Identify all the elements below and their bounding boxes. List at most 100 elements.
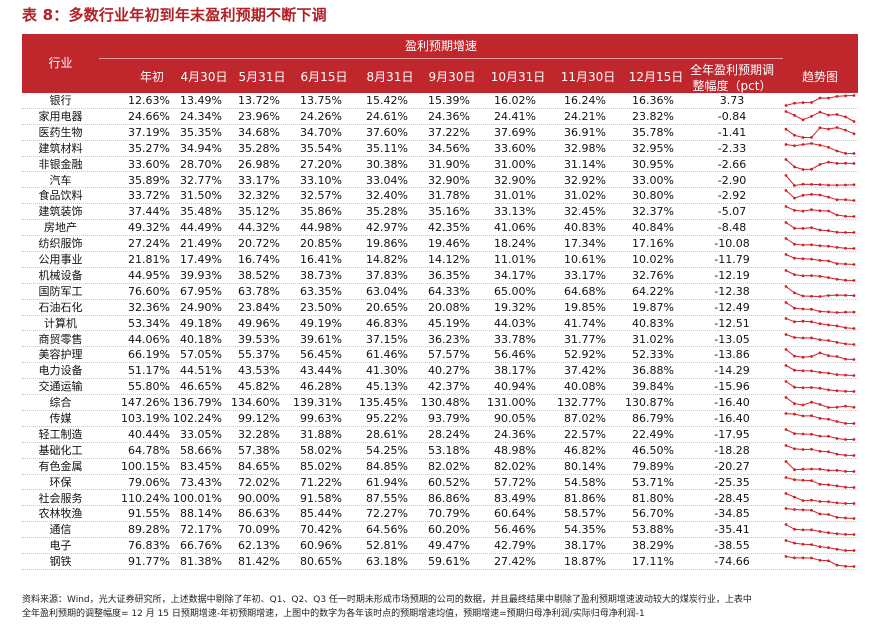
growth-value: 41.06%: [494, 221, 536, 235]
trend-point: [818, 259, 822, 262]
growth-value: 56.45%: [300, 348, 342, 362]
growth-value: 40.83%: [564, 221, 606, 235]
growth-value: 24.90%: [180, 300, 222, 314]
trend-point: [784, 523, 788, 527]
trend-point: [793, 183, 796, 187]
growth-value: 24.41%: [494, 109, 536, 123]
growth-value: 132.77%: [557, 396, 606, 410]
table-row: 基础化工 64.78% 58.66% 57.38% 58.02% 54.25% 53.18%…: [22, 443, 858, 459]
growth-value: 62.13%: [238, 539, 280, 553]
trend-point: [810, 307, 813, 311]
growth-value: 32.90%: [428, 173, 470, 187]
adjust-value: -74.66: [714, 555, 750, 569]
trend-point: [827, 145, 830, 149]
trend-point: [784, 555, 788, 558]
trend-point: [827, 406, 830, 409]
trend-point: [810, 114, 813, 118]
growth-value: 81.42%: [238, 555, 280, 569]
trend-point: [784, 396, 788, 399]
growth-value: 24.61%: [366, 109, 408, 123]
growth-value: 33.78%: [494, 332, 536, 346]
adjust-value: -1.41: [717, 125, 747, 139]
table-row: 家用电器 24.66% 24.34% 23.96% 24.26% 24.61% 24.36%…: [22, 109, 858, 125]
header-row-columns: [22, 59, 858, 93]
adjust-value: -12.49: [714, 300, 750, 314]
growth-value: 55.37%: [238, 348, 280, 362]
trend-point: [818, 386, 822, 390]
trend-sparkline: [784, 173, 856, 187]
growth-value: 46.82%: [564, 443, 606, 457]
industry-name: 医药生物: [38, 125, 83, 139]
growth-value: 64.56%: [366, 523, 408, 537]
trend-point: [827, 183, 830, 186]
trend-sparkline: [784, 221, 856, 235]
trend-point: [827, 323, 830, 326]
growth-value: 37.44%: [128, 205, 170, 219]
growth-value: 33.00%: [632, 173, 674, 187]
adjust-value: -2.66: [717, 157, 747, 171]
trend-sparkline: [784, 427, 856, 441]
trend-point: [801, 508, 805, 512]
trend-point: [852, 182, 856, 186]
growth-value: 20.85%: [300, 237, 342, 251]
industry-name: 计算机: [44, 316, 77, 330]
growth-value: 32.98%: [564, 141, 606, 155]
trend-sparkline: [784, 380, 856, 394]
table-row: 食品饮料 33.72% 31.50% 32.32% 32.57% 32.40% 31.78%…: [22, 188, 858, 205]
growth-value: 32.32%: [238, 189, 280, 203]
trend-point: [801, 243, 805, 247]
table-row: 商贸零售 44.06% 40.18% 39.53% 39.61% 37.15% 36.23%…: [22, 332, 858, 348]
trend-point: [844, 564, 847, 568]
growth-value: 65.00%: [494, 284, 536, 298]
trend-point: [801, 274, 805, 278]
trend-point: [793, 197, 796, 200]
source-note: 资料来源：Wind，光大证券研究所，上述数据中剔除了年初、Q1、Q2、Q3 任一…: [22, 593, 870, 621]
trend-point: [784, 443, 788, 447]
table-row: 建筑装饰 37.44% 35.48% 35.12% 35.86% 35.28% 35.16%…: [22, 204, 858, 221]
growth-value: 99.63%: [300, 412, 342, 425]
growth-value: 17.49%: [180, 253, 222, 266]
growth-value: 37.83%: [366, 268, 408, 282]
trend-point: [827, 531, 830, 535]
trend-point: [793, 447, 796, 450]
growth-value: 46.28%: [300, 380, 342, 394]
adjust-value: -13.05: [714, 332, 750, 346]
growth-value: 102.24%: [173, 412, 222, 425]
trend-sparkline: [784, 443, 856, 457]
growth-value: 147.26%: [121, 396, 170, 410]
growth-value: 59.61%: [428, 555, 470, 569]
growth-value: 44.51%: [180, 364, 222, 378]
trend-point: [852, 453, 856, 457]
trend-sparkline: [784, 253, 856, 266]
growth-value: 90.05%: [494, 412, 536, 425]
trend-point: [827, 338, 830, 342]
growth-value: 39.61%: [300, 332, 342, 346]
trend-point: [835, 149, 839, 153]
industry-name: 机械设备: [38, 268, 83, 282]
source-note-line-2: 全年盈利预期的调整幅度= 12 月 15 日预期增速-年初预期增速，上图中的数字…: [22, 609, 645, 619]
growth-value: 44.98%: [300, 221, 342, 235]
trend-point: [784, 459, 788, 463]
industry-name: 社会服务: [38, 491, 83, 505]
growth-value: 32.90%: [494, 173, 536, 187]
header-col-2: 5月31日: [238, 70, 286, 84]
growth-value: 35.16%: [428, 205, 470, 219]
trend-line: [785, 397, 855, 409]
trend-point: [844, 262, 847, 266]
trend-point: [835, 161, 839, 165]
trend-point: [852, 199, 856, 203]
growth-value: 103.19%: [121, 412, 170, 425]
growth-value: 61.94%: [366, 475, 408, 489]
trend-point: [784, 491, 788, 495]
adjust-value: -38.55: [714, 539, 750, 553]
industry-name: 石油石化: [38, 300, 83, 314]
header-col-7: 11月30日: [560, 70, 616, 84]
growth-value: 20.72%: [238, 237, 280, 251]
trend-point: [793, 385, 796, 389]
trend-sparkline: [784, 237, 856, 250]
trend-point: [852, 215, 856, 219]
trend-point: [827, 276, 830, 279]
growth-value: 31.90%: [428, 157, 470, 171]
table-row: 国防军工 76.60% 67.95% 63.78% 63.35% 63.04% 64.33%…: [22, 284, 858, 300]
trend-point: [844, 485, 847, 489]
